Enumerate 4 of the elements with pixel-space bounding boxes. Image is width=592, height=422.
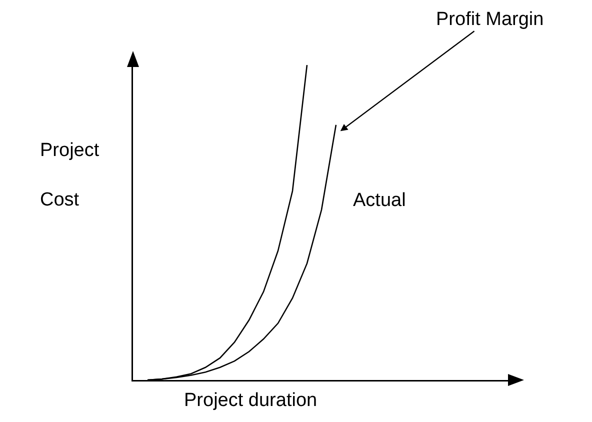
series-label: Actual [353,190,406,211]
x-axis-title: Project duration [184,390,318,411]
text: Profit Margin [436,9,544,30]
text: Project Cost [40,140,100,210]
